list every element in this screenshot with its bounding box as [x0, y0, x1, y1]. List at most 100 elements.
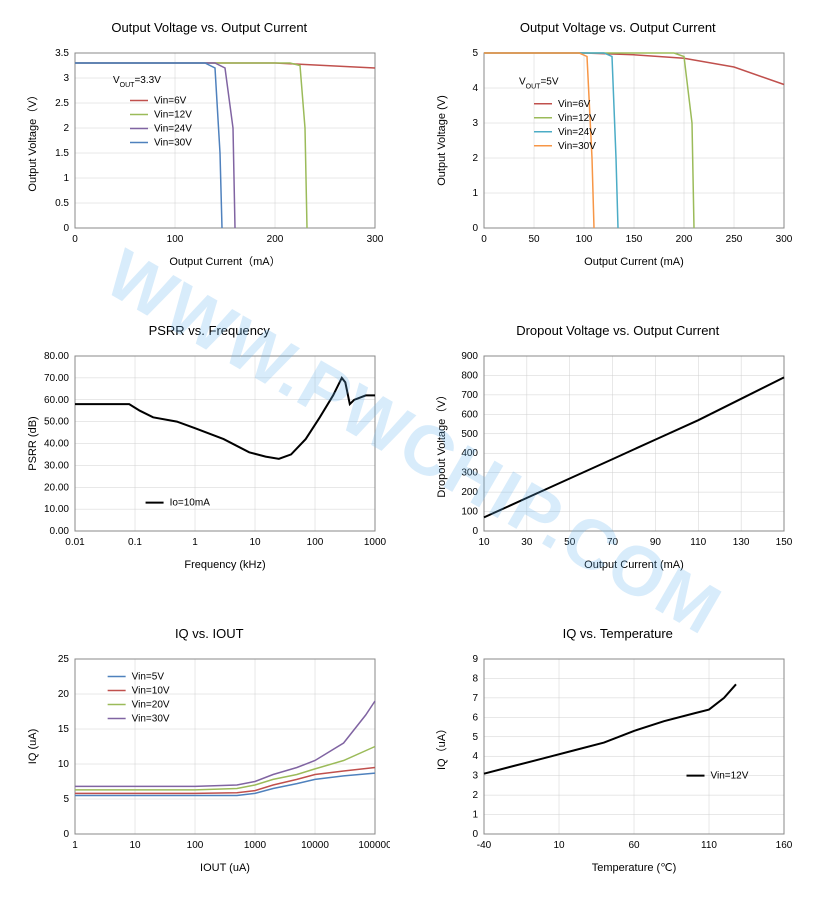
svg-text:IOUT (uA): IOUT (uA) [200, 862, 250, 874]
svg-text:90: 90 [649, 537, 661, 548]
svg-text:100: 100 [461, 507, 478, 518]
svg-text:300: 300 [775, 234, 792, 245]
svg-text:Vin=6V: Vin=6V [154, 96, 187, 107]
svg-text:80.00: 80.00 [44, 351, 69, 362]
svg-text:50: 50 [528, 234, 540, 245]
svg-text:5: 5 [472, 732, 478, 743]
svg-text:0: 0 [472, 829, 478, 840]
svg-text:1000: 1000 [364, 537, 387, 548]
svg-text:0: 0 [72, 234, 78, 245]
chart-grid: Output Voltage vs. Output Current0100200… [20, 20, 807, 879]
svg-text:130: 130 [732, 537, 749, 548]
svg-text:100: 100 [575, 234, 592, 245]
svg-text:Output Current（mA）: Output Current（mA） [169, 255, 280, 268]
chart-4: IQ vs. IOUT11010010001000010000005101520… [20, 626, 399, 879]
svg-text:Dropout Voltage（V）: Dropout Voltage（V） [435, 389, 448, 497]
svg-text:3.5: 3.5 [55, 48, 69, 59]
svg-text:250: 250 [725, 234, 742, 245]
svg-text:25: 25 [58, 654, 70, 665]
svg-text:3: 3 [472, 118, 478, 129]
svg-text:2: 2 [472, 790, 478, 801]
svg-text:2.5: 2.5 [55, 98, 69, 109]
svg-text:6: 6 [472, 712, 478, 723]
chart-title: IQ vs. Temperature [429, 626, 808, 641]
chart-svg: -4010601101600123456789Vin=12VTemperatur… [429, 649, 799, 879]
svg-text:150: 150 [775, 537, 792, 548]
svg-text:100: 100 [187, 840, 204, 851]
svg-text:0.01: 0.01 [65, 537, 85, 548]
svg-text:150: 150 [625, 234, 642, 245]
svg-text:Vin=12V: Vin=12V [710, 771, 748, 782]
svg-text:Temperature (℃): Temperature (℃) [591, 862, 676, 874]
svg-text:10: 10 [249, 537, 261, 548]
svg-text:900: 900 [461, 351, 478, 362]
svg-text:100000: 100000 [358, 840, 390, 851]
svg-text:Vin=12V: Vin=12V [154, 110, 192, 121]
svg-text:IQ (uA): IQ (uA) [27, 729, 39, 764]
svg-text:70: 70 [607, 537, 619, 548]
svg-text:1: 1 [472, 188, 478, 199]
svg-text:60: 60 [628, 840, 640, 851]
chart-title: Output Voltage vs. Output Current [20, 20, 399, 35]
svg-text:3: 3 [63, 73, 69, 84]
svg-text:Vin=10V: Vin=10V [132, 686, 170, 697]
svg-text:50.00: 50.00 [44, 417, 69, 428]
svg-text:100: 100 [167, 234, 184, 245]
svg-text:Output Current (mA): Output Current (mA) [584, 559, 684, 571]
chart-svg: 0.010.111010010000.0010.0020.0030.0040.0… [20, 346, 390, 576]
svg-text:100: 100 [307, 537, 324, 548]
chart-title: PSRR vs. Frequency [20, 323, 399, 338]
svg-text:2: 2 [63, 123, 69, 134]
chart-2: PSRR vs. Frequency0.010.111010010000.001… [20, 323, 399, 576]
svg-text:Frequency (kHz): Frequency (kHz) [184, 559, 265, 571]
svg-text:9: 9 [472, 654, 478, 665]
chart-1: Output Voltage vs. Output Current 0 50 100 1… [429, 20, 808, 273]
svg-text:Output Voltage (V): Output Voltage (V) [436, 95, 448, 186]
svg-text:PSRR (dB): PSRR (dB) [27, 416, 39, 470]
chart-0: Output Voltage vs. Output Current 0 100 200… [20, 20, 399, 273]
svg-text:VOUT=3.3V: VOUT=3.3V [113, 75, 161, 89]
chart-svg: 1101001000100001000000510152025Vin=5VVin… [20, 649, 390, 879]
svg-text:160: 160 [775, 840, 792, 851]
svg-text:60.00: 60.00 [44, 395, 69, 406]
svg-text:Output Voltage（V）: Output Voltage（V） [26, 89, 39, 191]
svg-text:Vin=24V: Vin=24V [154, 124, 192, 135]
svg-text:Output Current (mA): Output Current (mA) [584, 256, 684, 268]
svg-text:0.1: 0.1 [128, 537, 142, 548]
svg-text:10: 10 [129, 840, 141, 851]
svg-text:Vin=30V: Vin=30V [132, 714, 170, 725]
svg-text:Vin=12V: Vin=12V [558, 113, 596, 124]
svg-text:200: 200 [267, 234, 284, 245]
svg-text:4: 4 [472, 751, 478, 762]
svg-text:1: 1 [63, 173, 69, 184]
svg-text:200: 200 [461, 487, 478, 498]
chart-svg: 1030507090110130150010020030040050060070… [429, 346, 799, 576]
svg-text:Vin=30V: Vin=30V [558, 141, 596, 152]
svg-text:10000: 10000 [301, 840, 329, 851]
svg-text:30: 30 [521, 537, 533, 548]
chart-title: IQ vs. IOUT [20, 626, 399, 641]
svg-text:Vin=20V: Vin=20V [132, 700, 170, 711]
svg-text:30.00: 30.00 [44, 460, 69, 471]
chart-title: Output Voltage vs. Output Current [429, 20, 808, 35]
svg-text:1000: 1000 [244, 840, 267, 851]
svg-text:10: 10 [478, 537, 490, 548]
svg-text:200: 200 [675, 234, 692, 245]
svg-text:800: 800 [461, 370, 478, 381]
chart-3: Dropout Voltage vs. Output Current 10 30 50… [429, 323, 808, 576]
svg-text:40.00: 40.00 [44, 439, 69, 450]
svg-text:0: 0 [481, 234, 487, 245]
svg-text:IQ（uA）: IQ（uA） [435, 723, 448, 770]
svg-text:0: 0 [63, 223, 69, 234]
svg-text:50: 50 [564, 537, 576, 548]
svg-text:20: 20 [58, 689, 70, 700]
svg-text:0: 0 [472, 526, 478, 537]
chart-title: Dropout Voltage vs. Output Current [429, 323, 808, 338]
svg-text:0: 0 [63, 829, 69, 840]
svg-text:5: 5 [63, 794, 69, 805]
svg-text:Vin=6V: Vin=6V [558, 99, 591, 110]
svg-text:Vin=24V: Vin=24V [558, 127, 596, 138]
chart-svg: 050100150200250300012345VOUT=5VVin=6VVin… [429, 43, 799, 273]
chart-svg: 010020030000.511.522.533.5VOUT=3.3VVin=6… [20, 43, 390, 273]
svg-text:15: 15 [58, 724, 70, 735]
